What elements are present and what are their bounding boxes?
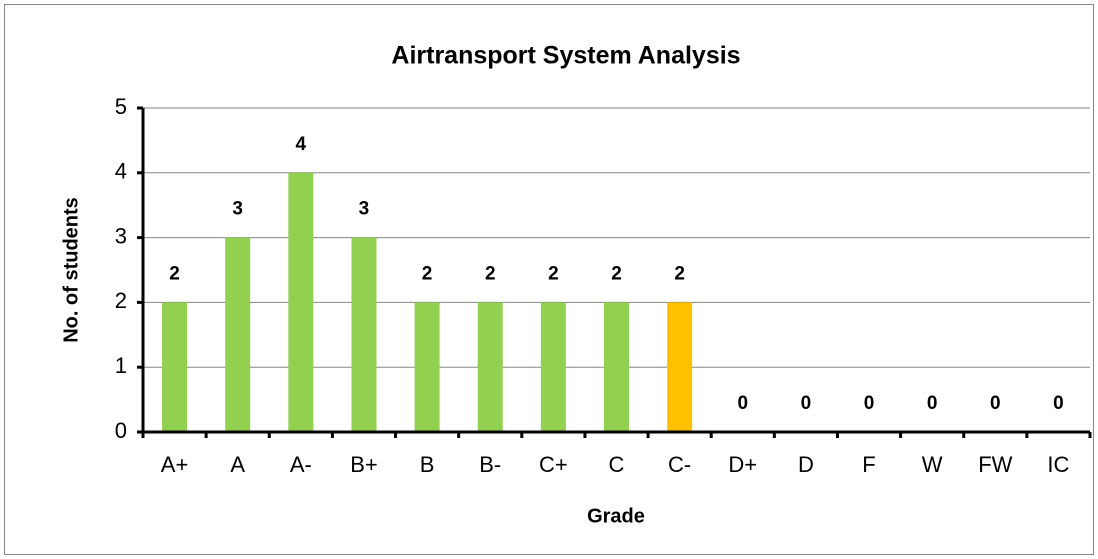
- data-label: 0: [927, 393, 938, 414]
- x-tick-label: A-: [290, 452, 312, 477]
- x-tick-label: B+: [350, 452, 378, 477]
- data-label: 2: [485, 263, 496, 284]
- data-label: 0: [1053, 393, 1064, 414]
- bar: [288, 172, 314, 433]
- y-tick-label: 2: [115, 288, 127, 313]
- x-tick-label: IC: [1047, 452, 1069, 477]
- y-tick-label: 1: [115, 353, 127, 378]
- data-label: 2: [422, 263, 433, 284]
- x-tick-label: B: [420, 452, 435, 477]
- bar: [667, 302, 693, 432]
- x-tick-label: F: [862, 452, 875, 477]
- bar: [351, 237, 377, 432]
- data-label: 2: [548, 263, 559, 284]
- x-tick-label: C-: [668, 452, 691, 477]
- x-tick-label: C: [609, 452, 625, 477]
- y-tick-label: 4: [115, 159, 127, 184]
- bar: [414, 302, 440, 432]
- y-tick-label: 0: [115, 418, 127, 443]
- x-tick-label: A+: [161, 452, 189, 477]
- x-axis-label: Grade: [587, 505, 645, 527]
- data-label: 0: [864, 393, 875, 414]
- x-tick-label: D+: [728, 452, 757, 477]
- x-tick-label: C+: [539, 452, 568, 477]
- x-tick-label: A: [230, 452, 245, 477]
- chart-border: [4, 4, 1094, 555]
- x-tick-label: D: [798, 452, 814, 477]
- x-tick-label: FW: [978, 452, 1012, 477]
- bar: [162, 302, 188, 432]
- bar: [477, 302, 503, 432]
- data-label: 2: [674, 263, 685, 284]
- x-tick-label: W: [922, 452, 943, 477]
- chart-title: Airtransport System Analysis: [391, 42, 740, 70]
- y-tick-label: 5: [115, 94, 127, 119]
- data-label: 2: [169, 263, 180, 284]
- data-label: 4: [296, 134, 307, 155]
- y-axis-label: No. of students: [60, 197, 82, 343]
- bar: [540, 302, 566, 432]
- y-tick-label: 3: [115, 223, 127, 248]
- x-tick-label: B-: [479, 452, 501, 477]
- bar: [225, 237, 251, 432]
- data-label: 3: [359, 199, 370, 220]
- data-label: 2: [611, 263, 622, 284]
- data-label: 0: [737, 393, 748, 414]
- data-label: 0: [990, 393, 1001, 414]
- bar: [604, 302, 629, 432]
- data-label: 3: [232, 199, 243, 220]
- data-label: 0: [801, 393, 812, 414]
